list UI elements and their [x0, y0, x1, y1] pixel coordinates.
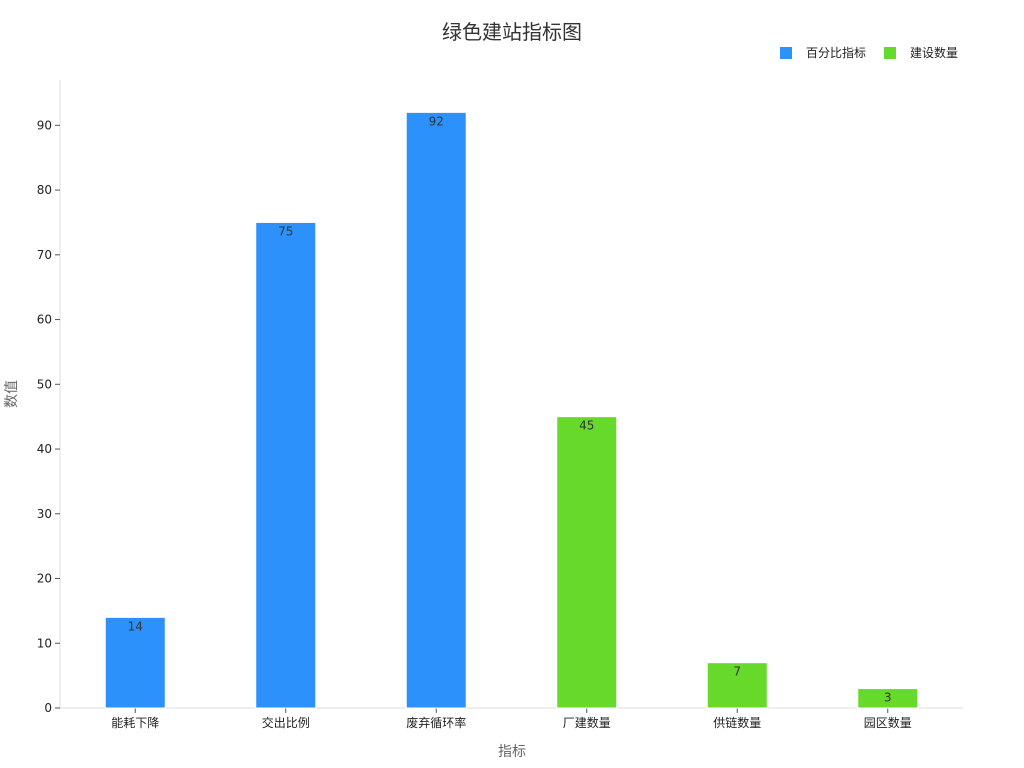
x-tick-label: 能耗下降	[111, 716, 159, 730]
data-label: 45	[579, 419, 594, 433]
y-tick-label: 80	[37, 183, 52, 197]
y-tick-label: 60	[37, 313, 52, 327]
y-axis-ticks: 0 10 20 30 40 50 60 70 80 90	[37, 118, 60, 715]
bar	[556, 416, 618, 709]
x-axis-title: 指标	[498, 744, 526, 760]
x-tick-label: 园区数量	[864, 715, 912, 730]
y-tick-label: 70	[37, 248, 52, 262]
bars: 14 75 92 45 7 3	[104, 111, 919, 709]
bar	[104, 616, 166, 709]
x-tick-label: 供链数量	[713, 715, 761, 730]
y-tick-label: 10	[37, 636, 52, 650]
legend-label: 百分比指标	[806, 45, 866, 60]
bar	[857, 688, 919, 709]
y-tick-label: 90	[37, 118, 52, 132]
data-label: 92	[429, 114, 444, 128]
y-tick-label: 0	[44, 701, 52, 715]
x-tick-label: 废弃循环率	[406, 715, 466, 730]
x-tick-label: 交出比例	[262, 715, 310, 730]
data-label: 14	[128, 619, 143, 633]
y-tick-label: 30	[37, 507, 52, 521]
chart-title: 绿色建站指标图	[442, 20, 582, 44]
legend-label: 建设数量	[910, 45, 958, 60]
bar	[405, 111, 467, 709]
y-tick-label: 20	[37, 572, 52, 586]
bar	[255, 221, 317, 709]
x-axis-ticks: 能耗下降 交出比例 废弃循环率 厂建数量 供链数量 园区数量	[111, 708, 912, 730]
legend-swatch	[780, 47, 792, 59]
y-axis-title: 数值	[4, 380, 20, 408]
data-label: 75	[278, 224, 293, 238]
legend-swatch	[884, 47, 897, 59]
data-label: 3	[884, 691, 892, 705]
y-tick-label: 50	[37, 377, 52, 391]
y-tick-label: 40	[37, 442, 52, 456]
bar	[706, 662, 768, 709]
x-tick-label: 厂建数量	[563, 715, 611, 730]
data-label: 7	[733, 665, 741, 679]
legend: 百分比指标 建设数量	[780, 45, 958, 60]
